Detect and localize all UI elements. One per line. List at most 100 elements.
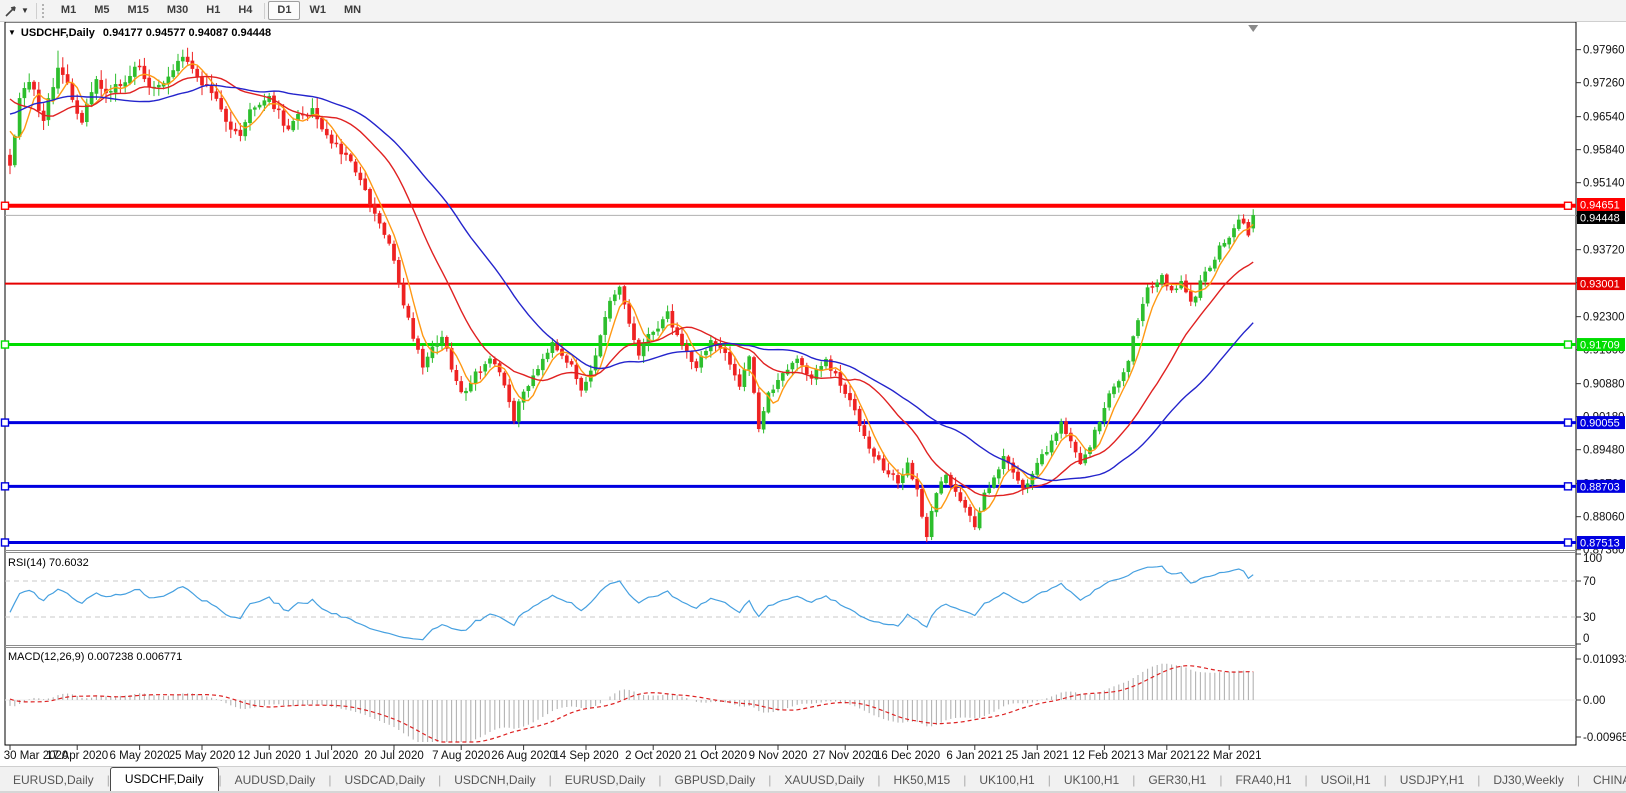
hline-handle[interactable] [1563, 418, 1573, 427]
chart-ohlc-values: 0.94177 0.94577 0.94087 0.94448 [102, 27, 272, 39]
hline-handle[interactable] [1563, 340, 1573, 349]
hline-handle[interactable] [0, 201, 10, 210]
timeframe-button-MN[interactable]: MN [343, 4, 362, 16]
timeframe-button-D1[interactable]: D1 [268, 1, 301, 20]
svg-text:7 Aug 2020: 7 Aug 2020 [432, 750, 490, 762]
hline-handle[interactable] [0, 482, 10, 491]
crosshair-cursor-icon[interactable] [2, 3, 20, 19]
svg-text:0.90055: 0.90055 [1580, 418, 1620, 430]
timeframe-button-W1[interactable]: W1 [309, 4, 326, 16]
chart-tab-UK100-H1[interactable]: UK100,H1 [979, 773, 1035, 787]
tab-divider: | [1477, 773, 1481, 787]
svg-text:30: 30 [1583, 612, 1596, 624]
status-strip [0, 791, 1626, 793]
svg-text:0.90880: 0.90880 [1583, 379, 1625, 391]
chart-tab-EURUSD-Daily[interactable]: EURUSD,Daily [564, 773, 646, 787]
tab-divider: | [328, 773, 332, 787]
price-line-labels: 0.94651 0.93001 0.91709 0.90055 0.88703 0.875… [1577, 198, 1625, 549]
svg-text:0.88060: 0.88060 [1583, 512, 1625, 524]
hline-handle[interactable] [0, 340, 10, 349]
chart-tab-USDCAD-Daily[interactable]: USDCAD,Daily [344, 773, 426, 787]
timeframe-button-M15[interactable]: M15 [127, 4, 149, 16]
tool-dropdown-icon[interactable]: ▼ [21, 6, 29, 15]
chart-tab-GBPUSD-Daily[interactable]: GBPUSD,Daily [674, 773, 756, 787]
svg-text:2 Oct 2020: 2 Oct 2020 [625, 750, 681, 762]
chart-tab-USDJPY-H1[interactable]: USDJPY,H1 [1399, 773, 1465, 787]
svg-text:-0.009653: -0.009653 [1583, 732, 1626, 744]
svg-text:22 Mar 2021: 22 Mar 2021 [1197, 750, 1262, 762]
svg-text:0.97260: 0.97260 [1583, 78, 1625, 90]
svg-text:0.010933: 0.010933 [1583, 654, 1626, 666]
hline-handle[interactable] [0, 538, 10, 547]
svg-text:20 Jul 2020: 20 Jul 2020 [364, 750, 423, 762]
svg-text:12 Feb 2021: 12 Feb 2021 [1072, 750, 1137, 762]
horizontal-lines[interactable] [0, 201, 1577, 547]
svg-text:0.93001: 0.93001 [1580, 279, 1620, 291]
chart-tab-UK100-H1[interactable]: UK100,H1 [1063, 773, 1120, 787]
tab-divider: | [106, 773, 110, 787]
ma-5-line [9, 63, 1254, 514]
tab-divider: | [218, 773, 222, 787]
hline-handle[interactable] [1563, 201, 1573, 210]
timeframe-button-H1[interactable]: H1 [206, 4, 221, 16]
svg-text:26 Aug 2020: 26 Aug 2020 [491, 750, 556, 762]
moving-average-lines [9, 63, 1254, 514]
chart-title: ▼ USDCHF,Daily 0.94177 0.94577 0.94087 0.9… [8, 27, 271, 39]
timeframe-button-M1[interactable]: M1 [60, 4, 77, 16]
svg-text:0.88703: 0.88703 [1580, 481, 1620, 493]
chart-tab-USOil-H1[interactable]: USOil,H1 [1320, 773, 1371, 787]
svg-text:100: 100 [1583, 553, 1602, 565]
macd-histogram [9, 663, 1254, 742]
chart-tab-CHINA300-H1[interactable]: CHINA300,H1 [1592, 773, 1626, 787]
svg-text:0.91709: 0.91709 [1580, 340, 1620, 352]
ma-20-line [9, 75, 1254, 497]
chart-tab-GER30-H1[interactable]: GER30,H1 [1148, 773, 1207, 787]
svg-text:0.89480: 0.89480 [1583, 445, 1625, 457]
tab-divider: | [963, 773, 967, 787]
svg-text:0.95840: 0.95840 [1583, 145, 1625, 157]
price-axis: 0.97960 0.97260 0.96540 0.95840 0.95140 0.944… [1576, 45, 1626, 744]
svg-text:25 Jan 2021: 25 Jan 2021 [1006, 750, 1069, 762]
svg-text:1 Jul 2020: 1 Jul 2020 [305, 750, 358, 762]
pane-separator[interactable] [5, 550, 1576, 648]
timeframe-button-H4[interactable]: H4 [238, 4, 253, 16]
chart-tab-AUDUSD-Daily[interactable]: AUDUSD,Daily [234, 773, 316, 787]
chart-tab-USDCNH-Daily[interactable]: USDCNH,Daily [454, 773, 536, 787]
tab-divider: | [1219, 773, 1223, 787]
tab-divider: | [1383, 773, 1387, 787]
svg-text:0.96540: 0.96540 [1583, 112, 1625, 124]
timeframe-button-M30[interactable]: M30 [166, 4, 189, 16]
hline-handle[interactable] [1563, 538, 1573, 547]
chart-tab-HK50-M15[interactable]: HK50,M15 [893, 773, 951, 787]
svg-text:0.94448: 0.94448 [1580, 213, 1620, 225]
timeframe-button-M5[interactable]: M5 [94, 4, 110, 16]
ma-40-line [9, 84, 1254, 482]
tab-divider: | [438, 773, 442, 787]
svg-text:0.95140: 0.95140 [1583, 178, 1625, 190]
svg-text:0.00: 0.00 [1583, 695, 1605, 707]
chart-tab-EURUSD-Daily[interactable]: EURUSD,Daily [13, 773, 94, 787]
chart-tab-USDCHF-Daily[interactable]: USDCHF,Daily [109, 767, 219, 792]
toolbar-grip-handle[interactable] [41, 3, 47, 18]
tab-divider: | [1576, 773, 1580, 787]
svg-text:27 Nov 2020: 27 Nov 2020 [813, 750, 878, 762]
chart-frame [4, 21, 1577, 746]
hline-handle[interactable] [1563, 482, 1573, 491]
tab-divider: | [877, 773, 881, 787]
chart-tab-XAUUSD-Daily[interactable]: XAUUSD,Daily [784, 773, 865, 787]
chart-tab-DJ30-Weekly[interactable]: DJ30,Weekly [1493, 773, 1564, 787]
svg-text:25 May 2020: 25 May 2020 [169, 750, 236, 762]
rsi-indicator-label: RSI(14) 70.6032 [8, 557, 89, 569]
chart-tab-FRA40-H1[interactable]: FRA40,H1 [1235, 773, 1292, 787]
chart-dropdown-icon[interactable]: ▼ [8, 28, 16, 37]
toolbar-separator [35, 2, 37, 19]
tab-divider: | [1047, 773, 1051, 787]
chart-shift-marker-icon[interactable] [1248, 25, 1259, 32]
hline-handle[interactable] [0, 418, 10, 427]
svg-text:12 Jun 2020: 12 Jun 2020 [238, 750, 301, 762]
svg-text:0.94651: 0.94651 [1580, 200, 1620, 212]
macd-indicator-label: MACD(12,26,9) 0.007238 0.006771 [8, 651, 183, 663]
